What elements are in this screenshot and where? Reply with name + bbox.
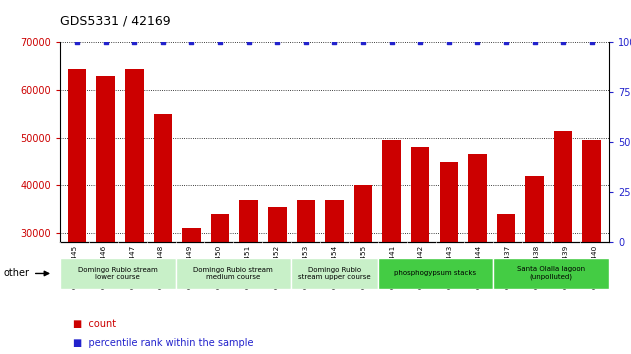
Bar <box>382 140 401 354</box>
Point <box>101 40 111 45</box>
Point <box>215 40 225 45</box>
Text: Domingo Rubio
stream upper course: Domingo Rubio stream upper course <box>298 267 371 280</box>
Point <box>529 40 540 45</box>
Bar <box>493 258 609 289</box>
Bar <box>211 214 229 354</box>
Text: GSM832449: GSM832449 <box>187 245 193 289</box>
Text: GSM832452: GSM832452 <box>274 245 280 289</box>
Bar <box>354 185 372 354</box>
Point <box>415 40 425 45</box>
Point <box>444 40 454 45</box>
Text: GSM832455: GSM832455 <box>360 245 367 289</box>
Bar <box>325 200 344 354</box>
Text: Santa Olalla lagoon
(unpolluted): Santa Olalla lagoon (unpolluted) <box>517 267 585 280</box>
Bar <box>440 161 458 354</box>
Text: GSM832453: GSM832453 <box>302 245 309 289</box>
Text: ■  percentile rank within the sample: ■ percentile rank within the sample <box>73 338 253 348</box>
Text: GSM832446: GSM832446 <box>100 245 106 289</box>
Bar <box>582 140 601 354</box>
Bar <box>60 258 175 289</box>
Bar <box>291 258 378 289</box>
Text: GSM832450: GSM832450 <box>216 245 222 289</box>
Bar <box>239 200 258 354</box>
Text: phosphogypsum stacks: phosphogypsum stacks <box>394 270 476 276</box>
Point <box>501 40 511 45</box>
Text: GSM832448: GSM832448 <box>158 245 164 289</box>
Bar <box>97 76 115 354</box>
Bar <box>378 258 493 289</box>
Bar <box>497 214 516 354</box>
Text: Domingo Rubio stream
medium course: Domingo Rubio stream medium course <box>194 267 273 280</box>
Bar <box>182 228 201 354</box>
Text: GSM832454: GSM832454 <box>331 245 338 289</box>
Text: GSM832437: GSM832437 <box>505 245 510 289</box>
Bar <box>68 69 86 354</box>
Text: GDS5331 / 42169: GDS5331 / 42169 <box>60 14 170 27</box>
Bar <box>411 147 430 354</box>
Text: GSM832442: GSM832442 <box>418 245 424 289</box>
Point <box>272 40 282 45</box>
Bar <box>268 207 286 354</box>
Bar <box>297 200 315 354</box>
Text: GSM832441: GSM832441 <box>389 245 395 289</box>
Bar <box>153 114 172 354</box>
Point <box>186 40 196 45</box>
Text: GSM832443: GSM832443 <box>447 245 453 289</box>
Point <box>358 40 368 45</box>
Bar <box>468 154 487 354</box>
Point <box>558 40 568 45</box>
Point <box>72 40 82 45</box>
Text: GSM832440: GSM832440 <box>591 245 598 289</box>
Text: GSM832438: GSM832438 <box>534 245 540 289</box>
Point <box>473 40 483 45</box>
Point <box>387 40 397 45</box>
Bar <box>125 69 144 354</box>
Point <box>329 40 339 45</box>
Point <box>244 40 254 45</box>
Point <box>158 40 168 45</box>
Text: GSM832451: GSM832451 <box>245 245 251 289</box>
Bar <box>554 131 572 354</box>
Point <box>587 40 597 45</box>
Bar <box>525 176 544 354</box>
Text: Domingo Rubio stream
lower course: Domingo Rubio stream lower course <box>78 267 158 280</box>
Point <box>301 40 311 45</box>
Text: ■  count: ■ count <box>73 319 115 329</box>
Bar <box>175 258 291 289</box>
Text: other: other <box>3 268 29 279</box>
Point <box>129 40 139 45</box>
Text: GSM832447: GSM832447 <box>129 245 135 289</box>
Text: GSM832444: GSM832444 <box>476 245 482 289</box>
Text: GSM832445: GSM832445 <box>71 245 78 289</box>
Text: GSM832439: GSM832439 <box>563 245 569 289</box>
